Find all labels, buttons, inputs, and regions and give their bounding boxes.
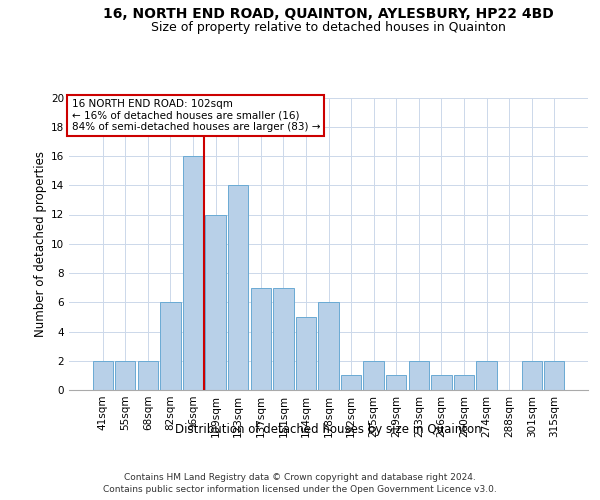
Bar: [386, 376, 406, 390]
Bar: [92, 361, 113, 390]
Bar: [228, 185, 248, 390]
Bar: [341, 376, 361, 390]
Bar: [319, 302, 338, 390]
Text: Distribution of detached houses by size in Quainton: Distribution of detached houses by size …: [175, 422, 482, 436]
Bar: [138, 361, 158, 390]
Text: Size of property relative to detached houses in Quainton: Size of property relative to detached ho…: [151, 21, 506, 34]
Bar: [409, 361, 429, 390]
Y-axis label: Number of detached properties: Number of detached properties: [34, 151, 47, 337]
Bar: [296, 317, 316, 390]
Bar: [521, 361, 542, 390]
Text: Contains public sector information licensed under the Open Government Licence v3: Contains public sector information licen…: [103, 485, 497, 494]
Bar: [273, 288, 293, 390]
Text: 16 NORTH END ROAD: 102sqm
← 16% of detached houses are smaller (16)
84% of semi-: 16 NORTH END ROAD: 102sqm ← 16% of detac…: [71, 99, 320, 132]
Bar: [160, 302, 181, 390]
Bar: [476, 361, 497, 390]
Text: Contains HM Land Registry data © Crown copyright and database right 2024.: Contains HM Land Registry data © Crown c…: [124, 472, 476, 482]
Bar: [183, 156, 203, 390]
Bar: [251, 288, 271, 390]
Bar: [364, 361, 384, 390]
Bar: [431, 376, 452, 390]
Bar: [115, 361, 136, 390]
Text: 16, NORTH END ROAD, QUAINTON, AYLESBURY, HP22 4BD: 16, NORTH END ROAD, QUAINTON, AYLESBURY,…: [103, 8, 554, 22]
Bar: [205, 214, 226, 390]
Bar: [454, 376, 474, 390]
Bar: [544, 361, 565, 390]
